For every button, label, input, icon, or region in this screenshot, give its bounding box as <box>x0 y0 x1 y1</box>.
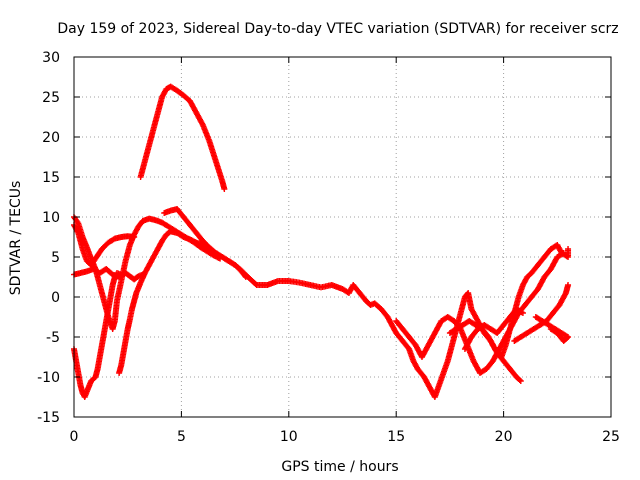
y-tick-label: 20 <box>42 130 60 146</box>
data-point <box>549 326 556 333</box>
y-tick-label: 30 <box>42 50 60 66</box>
data-point <box>516 377 523 383</box>
series-arc-h <box>393 250 567 376</box>
data-point <box>241 272 248 279</box>
data-point <box>121 270 128 277</box>
x-tick-label: 20 <box>495 429 513 445</box>
data-marks <box>71 83 572 400</box>
series-arc-c <box>71 266 129 280</box>
grid-layer <box>74 57 611 417</box>
y-tick-label: 5 <box>51 250 60 266</box>
series-arc-l <box>461 306 526 352</box>
y-tick-label: 15 <box>42 170 60 186</box>
y-tick-label: 25 <box>42 90 60 106</box>
data-point <box>518 309 525 316</box>
series-arc-g <box>161 206 249 280</box>
data-point <box>565 282 572 288</box>
plot-frame <box>73 56 612 418</box>
data-point <box>242 274 249 280</box>
x-axis-label: GPS time / hours <box>281 459 398 475</box>
chart-title: Day 159 of 2023, Sidereal Day-to-day VTE… <box>57 21 618 37</box>
data-point <box>517 378 524 384</box>
x-tick-label: 15 <box>387 429 405 445</box>
data-point <box>519 310 526 316</box>
axis-ticks <box>73 56 612 418</box>
y-tick-label: -15 <box>37 410 60 426</box>
x-tick-label: 5 <box>177 429 186 445</box>
x-tick-label: 25 <box>602 429 620 445</box>
x-tick-label: 10 <box>280 429 298 445</box>
data-point <box>122 270 129 276</box>
data-point <box>221 186 228 192</box>
y-tick-label: 0 <box>51 290 60 306</box>
y-axis-label: SDTVAR / TECUs <box>8 181 24 296</box>
series-arc-f <box>137 83 228 192</box>
y-tick-label: -5 <box>46 330 60 346</box>
data-point <box>565 246 572 252</box>
tick-labels: 0 5 10 15 20 25 -15 -10 -5 0 5 10 15 20 25 30 <box>37 50 620 445</box>
series-arc-e <box>116 228 524 400</box>
series-arc-b <box>71 270 146 400</box>
series-arc-d <box>71 222 138 268</box>
series-arc-k <box>532 314 572 344</box>
y-tick-label: 10 <box>42 210 60 226</box>
data-point <box>547 326 554 332</box>
data-point <box>131 234 138 240</box>
x-tick-label: 0 <box>70 429 79 445</box>
y-tick-label: -10 <box>37 370 60 386</box>
